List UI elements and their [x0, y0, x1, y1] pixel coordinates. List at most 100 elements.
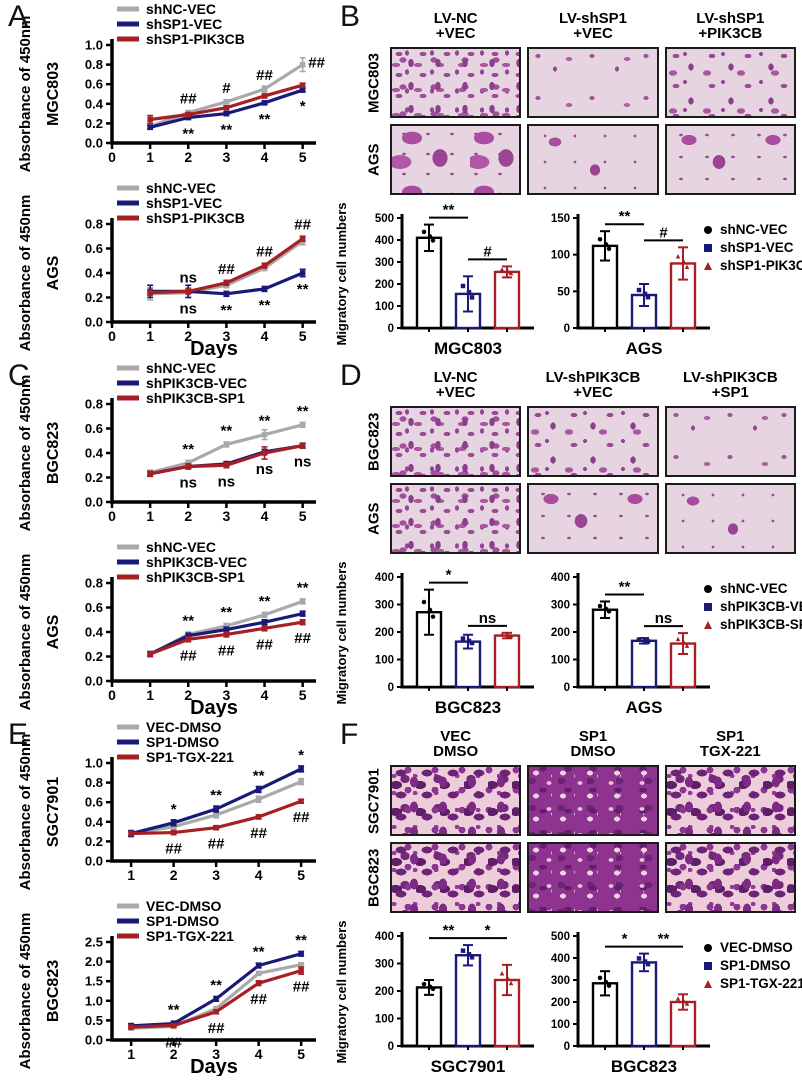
svg-text:**: ** — [210, 977, 222, 994]
growth-chart-e-sgc7901: 0.0 0.2 0.4 0.6 0.8 1.0 1 2 3 4 5 Absorbance of 450… — [0, 718, 332, 897]
svg-text:2: 2 — [184, 328, 192, 344]
svg-text:0.0: 0.0 — [85, 1033, 103, 1048]
row-label: BGC823 — [365, 848, 383, 907]
svg-text:400: 400 — [375, 931, 394, 943]
transwell-image — [664, 842, 796, 913]
svg-text:**: ** — [259, 593, 271, 610]
svg-text:3: 3 — [222, 508, 230, 524]
svg-text:##: ## — [256, 244, 273, 261]
svg-text:##: ## — [218, 642, 235, 659]
svg-text:SP1-DMSO: SP1-DMSO — [146, 734, 219, 750]
svg-text:##: ## — [208, 836, 225, 853]
svg-text:ns: ns — [294, 454, 312, 471]
svg-text:1: 1 — [146, 328, 154, 344]
svg-text:500: 500 — [551, 931, 570, 943]
svg-text:400: 400 — [551, 953, 570, 965]
svg-text:##: ## — [165, 841, 182, 858]
svg-text:MGC803: MGC803 — [45, 62, 62, 126]
panel-f-row-2: BGC823 — [332, 839, 802, 916]
svg-text:4: 4 — [261, 328, 269, 344]
svg-text:0.2: 0.2 — [85, 470, 103, 485]
transwell-image — [390, 842, 522, 913]
svg-text:ns: ns — [180, 269, 198, 286]
svg-text:**: ** — [168, 1002, 180, 1019]
svg-text:0.4: 0.4 — [85, 625, 104, 640]
svg-text:300: 300 — [375, 600, 394, 612]
svg-text:**: ** — [658, 931, 670, 948]
transwell-image — [527, 124, 659, 195]
svg-text:ns: ns — [180, 474, 198, 491]
svg-text:SGC7901: SGC7901 — [431, 1057, 506, 1076]
svg-text:AGS: AGS — [626, 698, 663, 717]
panel-b-letter: B — [340, 0, 361, 33]
svg-text:5: 5 — [299, 149, 307, 165]
svg-text:shSP1-VEC: shSP1-VEC — [146, 195, 222, 211]
svg-text:0.6: 0.6 — [85, 600, 103, 615]
svg-text:0.8: 0.8 — [85, 57, 103, 72]
transwell-image — [390, 124, 522, 195]
svg-text:SP1-TGX-221: SP1-TGX-221 — [146, 928, 234, 944]
svg-text:**: ** — [297, 403, 309, 420]
svg-text:1.0: 1.0 — [85, 993, 103, 1008]
svg-text:300: 300 — [375, 959, 394, 971]
svg-text:#: # — [483, 243, 492, 260]
svg-text:SGC7901: SGC7901 — [45, 777, 62, 847]
svg-text:5: 5 — [297, 867, 305, 883]
svg-text:**: ** — [443, 922, 455, 939]
svg-text:0.0: 0.0 — [85, 854, 103, 869]
transwell-image — [527, 765, 659, 836]
svg-text:**: ** — [295, 932, 307, 949]
svg-text:5: 5 — [299, 508, 307, 524]
svg-text:shNC-VEC: shNC-VEC — [146, 360, 216, 376]
svg-text:1.0: 1.0 — [85, 756, 103, 771]
row-label: SGC7901 — [365, 767, 383, 834]
svg-text:4: 4 — [255, 867, 263, 883]
growth-chart-a-ags: 0.0 0.2 0.4 0.6 0.8 0 1 2 3 4 5 Absorbance of 450nm… — [0, 179, 332, 358]
svg-text:##: ## — [250, 825, 267, 842]
growth-chart-a-mgc803: 0.0 0.2 0.4 0.6 0.8 1.0 0 1 2 3 4 5 Absorbance of 45… — [0, 0, 332, 179]
svg-text:300: 300 — [375, 257, 394, 269]
column-title: LV-shSP1 +VEC — [558, 9, 628, 43]
svg-text:shNC-VEC: shNC-VEC — [720, 222, 788, 237]
svg-text:0.0: 0.0 — [85, 495, 103, 510]
svg-text:2.5: 2.5 — [85, 935, 103, 950]
svg-text:MGC803: MGC803 — [434, 339, 502, 358]
svg-text:SP1-TGX-221: SP1-TGX-221 — [720, 976, 802, 991]
svg-text:4: 4 — [261, 687, 269, 703]
panel-b-row-2: AGS — [332, 121, 802, 198]
svg-text:SP1-DMSO: SP1-DMSO — [720, 958, 791, 973]
svg-text:0.6: 0.6 — [85, 77, 103, 92]
panel-d: D LV-NC +VEC LV-shPIK3CB +VEC LV-shPIK3C… — [332, 359, 802, 718]
svg-text:**: ** — [210, 787, 222, 804]
svg-text:ns: ns — [218, 473, 236, 490]
svg-text:100: 100 — [551, 655, 570, 667]
svg-text:0.6: 0.6 — [85, 421, 103, 436]
svg-text:Absorbance of 450nm: Absorbance of 450nm — [17, 913, 34, 1070]
svg-text:Absorbance of 450nm: Absorbance of 450nm — [17, 16, 34, 173]
svg-text:**: ** — [259, 297, 271, 314]
svg-text:AGS: AGS — [45, 255, 62, 290]
svg-text:100: 100 — [375, 301, 394, 313]
panel-b: B LV-NC +VEC LV-shSP1 +VEC LV-shSP1 +PIK… — [332, 0, 802, 359]
svg-text:4: 4 — [255, 1046, 263, 1062]
svg-text:2.0: 2.0 — [85, 954, 103, 969]
svg-text:BGC823: BGC823 — [435, 698, 501, 717]
panel-d-headers: LV-NC +VEC LV-shPIK3CB +VEC LV-shPIK3CB … — [332, 359, 802, 403]
svg-text:**: ** — [182, 612, 194, 629]
svg-text:shPIK3CB-VEC: shPIK3CB-VEC — [720, 599, 802, 614]
growth-chart-c-ags: 0.0 0.2 0.4 0.6 0.8 0 1 2 3 4 5 Absorbance of 450nm… — [0, 538, 332, 717]
svg-text:VEC-DMSO: VEC-DMSO — [720, 940, 793, 955]
svg-text:##: ## — [165, 1034, 182, 1051]
column-title: LV-shPIK3CB +VEC — [545, 368, 641, 402]
svg-text:##: ## — [180, 647, 197, 664]
svg-text:**: ** — [297, 579, 309, 596]
svg-text:Migratory cell numbers: Migratory cell numbers — [334, 202, 349, 345]
svg-text:**: ** — [297, 281, 309, 298]
column-title: LV-shPIK3CB +SP1 — [682, 368, 778, 402]
svg-text:2: 2 — [184, 508, 192, 524]
svg-text:0.2: 0.2 — [85, 290, 103, 305]
svg-text:0.4: 0.4 — [85, 266, 104, 281]
svg-text:*: * — [171, 801, 177, 818]
row-label: BGC823 — [365, 412, 383, 471]
svg-text:150: 150 — [551, 213, 570, 225]
